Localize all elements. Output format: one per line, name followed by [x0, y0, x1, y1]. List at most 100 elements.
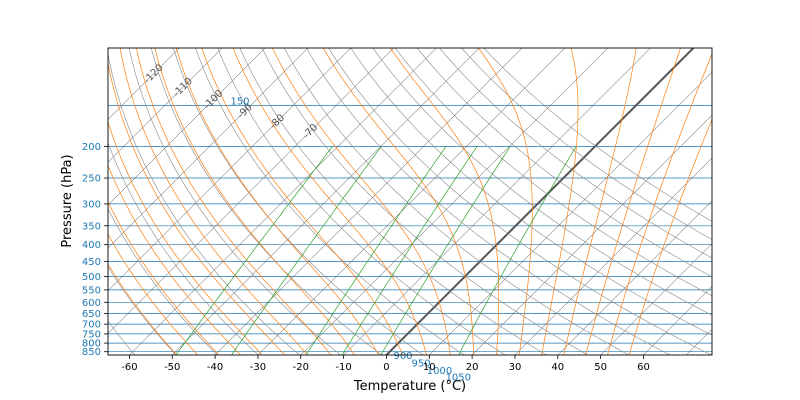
- isotherm--30: [257, 48, 566, 355]
- dry-adiabat-80: [306, 48, 671, 355]
- x-tick-label: -40: [207, 362, 223, 373]
- moist-adiabat-10: [201, 48, 403, 355]
- x-tick-label: 0: [383, 362, 389, 373]
- dry-adiabat-130: [416, 48, 712, 278]
- isotherm--120: [108, 48, 180, 120]
- x-axis: -60 -50 -40 -30 -20 -10 0 10 20 30 40 50 60: [121, 355, 650, 373]
- dry-adiabat-50: [239, 48, 548, 355]
- x-tick-label: 40: [551, 362, 564, 373]
- mixing-ratio-0.2: [230, 146, 382, 355]
- isobar-label: 1000: [427, 366, 452, 377]
- dry-adiabat-100: [350, 48, 712, 336]
- x-tick-label: 60: [637, 362, 650, 373]
- x-tick-label: 30: [509, 362, 522, 373]
- y-tick-label: 450: [82, 257, 101, 268]
- y-tick-label: 700: [82, 320, 101, 331]
- moist-adiabat--30: [108, 200, 220, 355]
- moist-adiabat-15: [232, 48, 427, 355]
- dry-adiabat--10: [108, 52, 301, 355]
- dry-adiabat-120: [394, 48, 712, 297]
- isotherm-100: [787, 48, 800, 383]
- mixing-ratio-2: [341, 146, 478, 355]
- x-tick-label: -30: [250, 362, 266, 373]
- y-tick-label: 300: [82, 199, 101, 210]
- x-tick-label: 20: [466, 362, 479, 373]
- moist-adiabat-5: [175, 48, 379, 355]
- y-tick-label: 800: [82, 339, 101, 350]
- isotherm--80: [108, 48, 351, 292]
- moist-adiabat-45: [563, 48, 637, 355]
- plot-background: [108, 48, 712, 355]
- isotherm--100: [108, 48, 266, 206]
- mixing-ratio-4: [380, 146, 511, 355]
- plot-area: [108, 48, 800, 383]
- moist-adiabat-20: [272, 48, 451, 355]
- dry-adiabat--40: [108, 266, 177, 355]
- isotherm-80: [701, 48, 800, 383]
- dry-adiabat-20: [173, 48, 424, 355]
- isotherm--60: [129, 48, 437, 355]
- isotherm-60: [643, 286, 712, 355]
- isotherm--50: [171, 48, 480, 355]
- isotherm-90: [744, 48, 800, 383]
- isotherm--70: [108, 48, 394, 334]
- dry-adiabat-90: [328, 48, 712, 355]
- dry-adiabat--30: [108, 208, 218, 355]
- dry-adiabat-60: [261, 48, 589, 355]
- y-tick-label: 200: [82, 142, 101, 153]
- y-tick-label: 650: [82, 309, 101, 320]
- isotherm--40: [214, 48, 523, 355]
- x-tick-label: -10: [335, 362, 351, 373]
- mixing-ratio-14: [458, 146, 577, 355]
- isobar-label: 950: [412, 359, 431, 370]
- dry-adiabat-0: [128, 48, 342, 355]
- y-tick-label: 350: [82, 221, 101, 232]
- moist-adiabat--35: [108, 233, 199, 355]
- y-tick-label: 250: [82, 174, 101, 185]
- x-tick-label: 50: [594, 362, 607, 373]
- moist-adiabat--25: [108, 164, 242, 355]
- isotherm-20: [471, 114, 712, 355]
- isotherm-30: [514, 157, 712, 355]
- moist-adiabat-30: [389, 48, 500, 355]
- y-tick-label: 400: [82, 240, 101, 251]
- isotherm--110: [108, 48, 223, 163]
- y-tick-label: 550: [82, 285, 101, 296]
- plot-frame: [107, 47, 713, 356]
- dry-adiabat--20: [108, 141, 259, 355]
- mixing-ratio-1: [305, 146, 447, 355]
- isobar-label: 1050: [446, 373, 471, 384]
- dry-adiabat-140: [439, 48, 712, 259]
- isotherm-10: [428, 71, 712, 355]
- isotherm-50: [600, 243, 712, 355]
- y-tick-label: 600: [82, 298, 101, 309]
- moist-adiabat--40: [108, 263, 178, 355]
- isotherm-40: [557, 200, 712, 355]
- moist-adiabat-40: [541, 48, 579, 355]
- moist-adiabat--10: [119, 48, 308, 355]
- x-tick-label: 10: [423, 362, 436, 373]
- isobar-label: 900: [393, 351, 412, 362]
- moist-adiabat-25: [322, 48, 474, 355]
- dry-adiabat-150: [461, 48, 712, 240]
- y-axis-title: Pressure (hPa): [60, 154, 75, 247]
- isotherm--90: [108, 48, 309, 249]
- x-tick-label: -20: [293, 362, 309, 373]
- moist-adiabat-35: [478, 48, 533, 355]
- y-tick-label: 750: [82, 329, 101, 340]
- y-tick-label: 850: [82, 347, 101, 358]
- moist-adiabat-55: [607, 52, 712, 355]
- y-tick-label: 500: [82, 272, 101, 283]
- moist-adiabat-0: [154, 48, 356, 355]
- moist-adiabat--15: [108, 61, 286, 355]
- moist-adiabat-60: [628, 118, 712, 355]
- isotherm--10: [343, 48, 651, 355]
- y-axis: 200 250 300 350 400 450 500 550 6006507007508008…: [82, 142, 108, 358]
- moist-adiabat--20: [108, 121, 263, 355]
- moist-adiabat--5: [136, 48, 332, 355]
- dry-adiabat-10: [150, 48, 383, 355]
- x-tick-label: -60: [121, 362, 137, 373]
- x-axis-title: Temperature (°C): [353, 379, 466, 394]
- x-tick-label: -50: [164, 362, 180, 373]
